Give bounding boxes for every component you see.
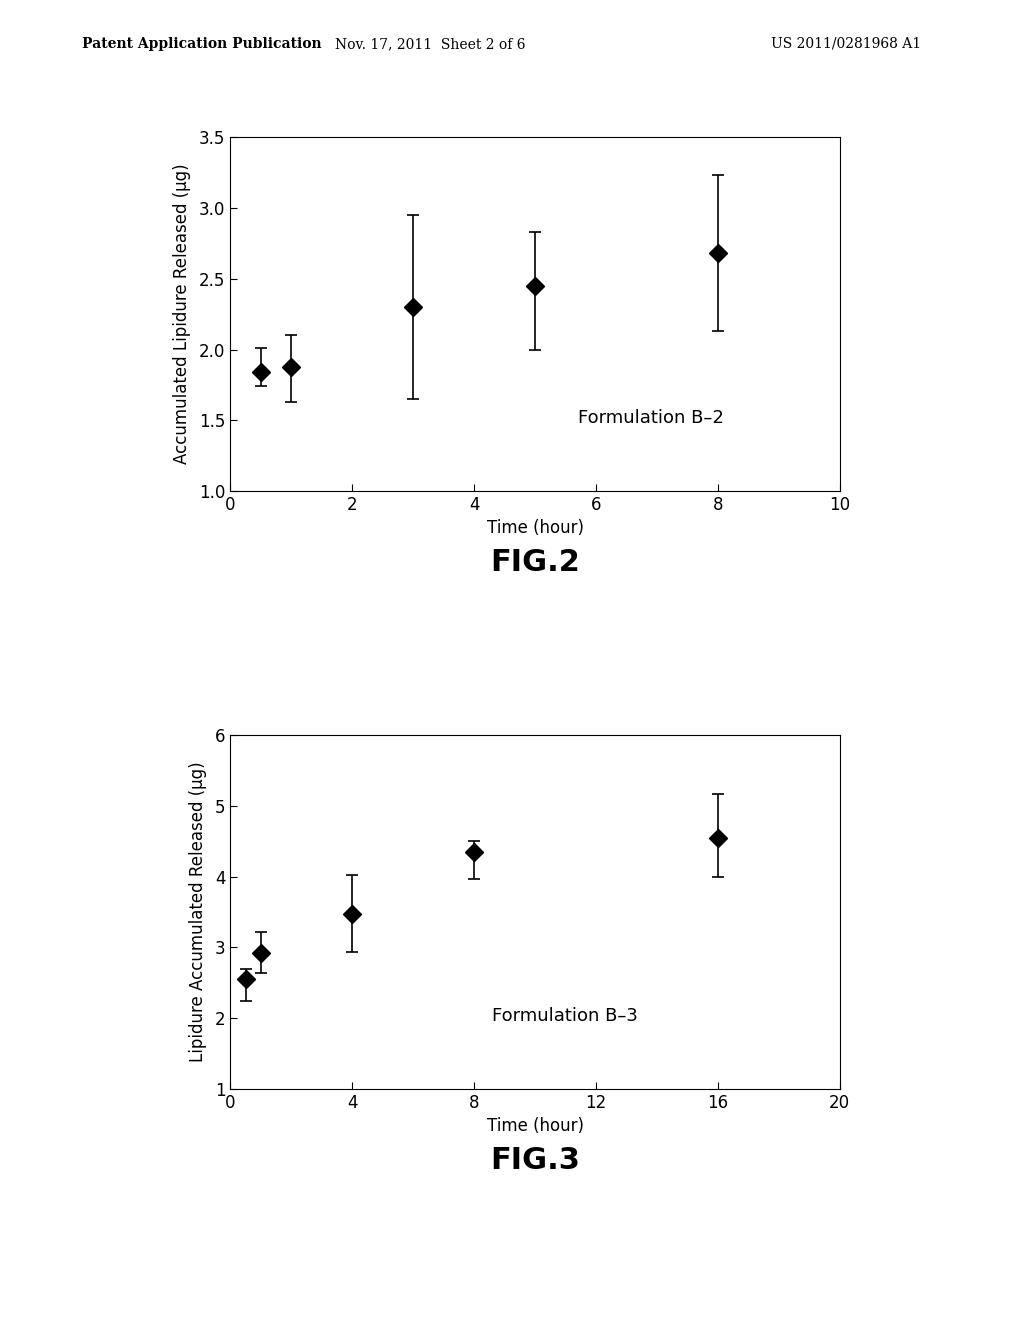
Text: Patent Application Publication: Patent Application Publication bbox=[82, 37, 322, 51]
Text: Formulation B–2: Formulation B–2 bbox=[578, 409, 724, 428]
X-axis label: Time (hour): Time (hour) bbox=[486, 1118, 584, 1135]
Text: FIG.3: FIG.3 bbox=[490, 1146, 580, 1175]
Text: Nov. 17, 2011  Sheet 2 of 6: Nov. 17, 2011 Sheet 2 of 6 bbox=[335, 37, 525, 51]
Text: US 2011/0281968 A1: US 2011/0281968 A1 bbox=[771, 37, 922, 51]
Y-axis label: Lipidure Accumulated Released (μg): Lipidure Accumulated Released (μg) bbox=[188, 762, 207, 1063]
Text: Formulation B–3: Formulation B–3 bbox=[493, 1007, 638, 1026]
Text: FIG.2: FIG.2 bbox=[490, 548, 580, 577]
Y-axis label: Accumulated Lipidure Released (μg): Accumulated Lipidure Released (μg) bbox=[173, 164, 190, 465]
X-axis label: Time (hour): Time (hour) bbox=[486, 520, 584, 537]
